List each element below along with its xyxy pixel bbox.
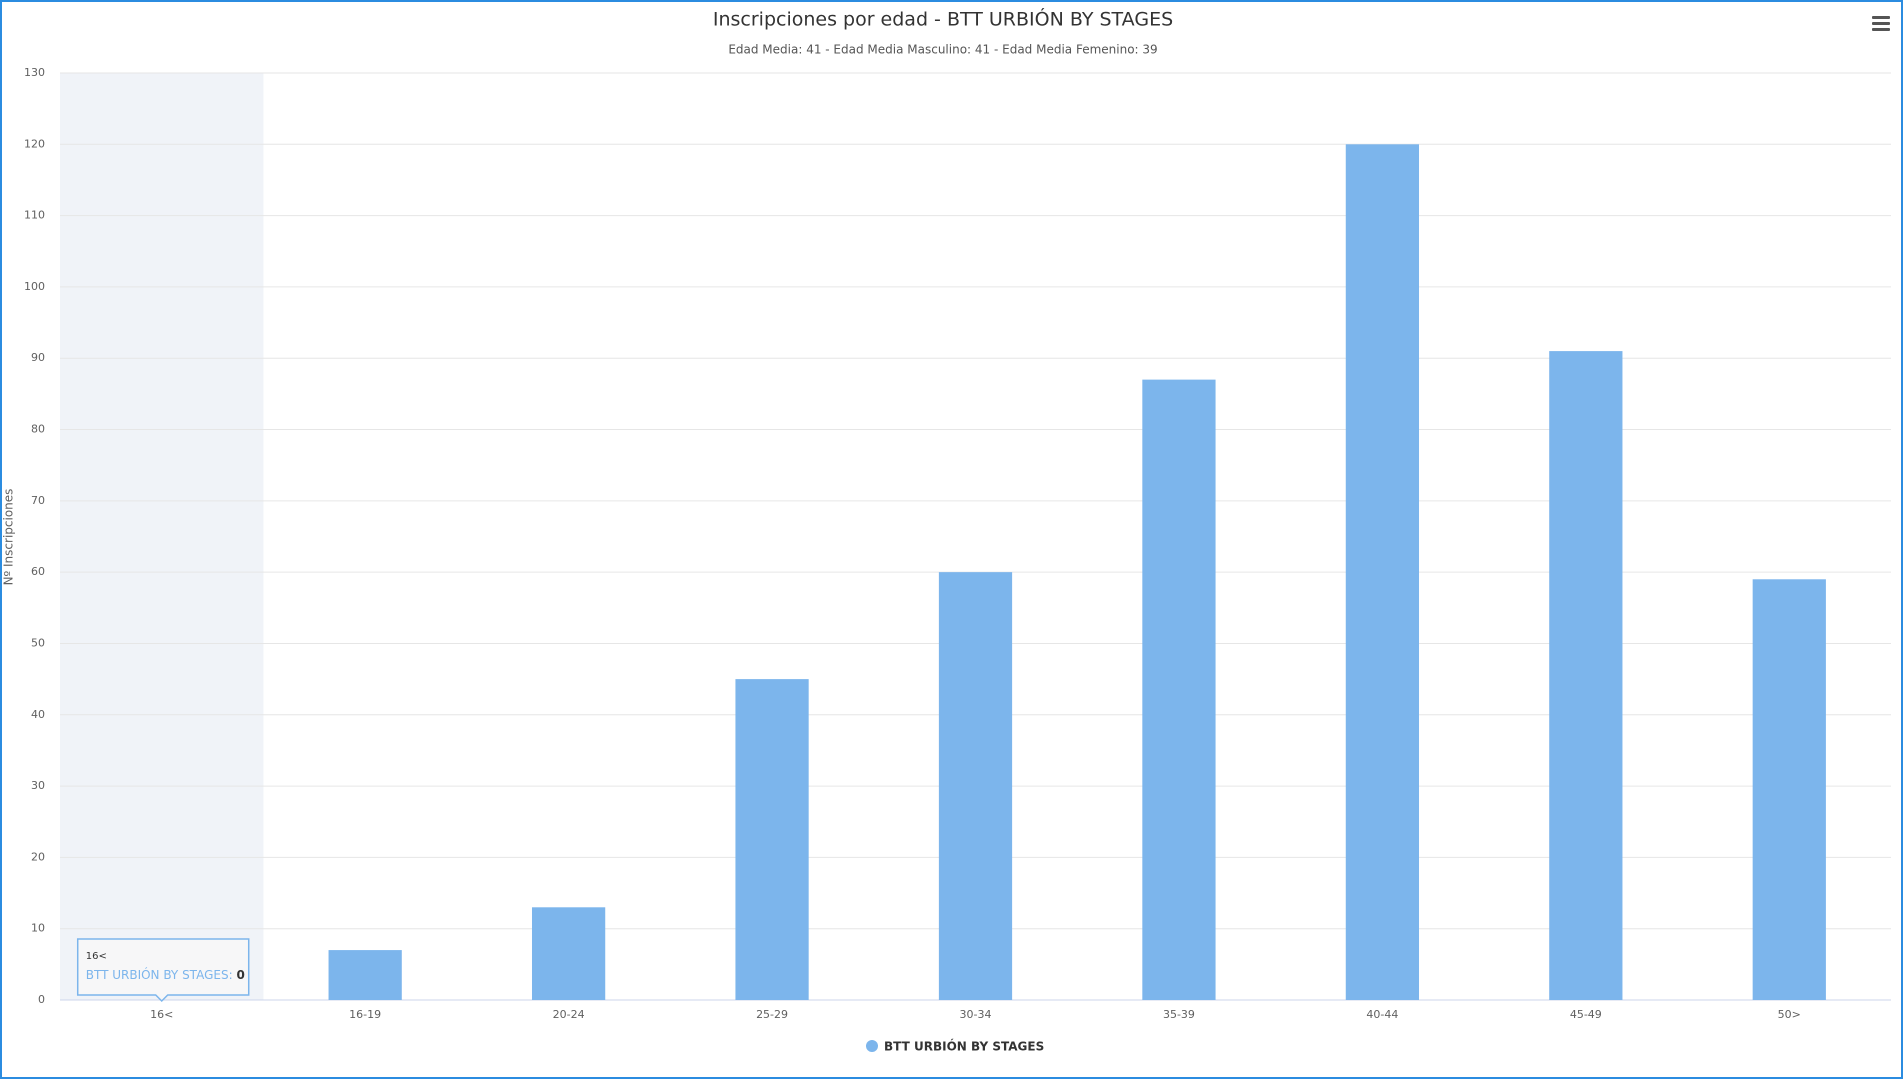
y-tick-label: 80 [31, 423, 45, 436]
y-tick-label: 90 [31, 351, 45, 364]
y-axis-label: Nº Inscripciones [2, 489, 16, 586]
chart-title: Inscripciones por edad - BTT URBIÓN BY S… [713, 7, 1173, 31]
x-tick-label: 25-29 [756, 1008, 788, 1021]
bar [735, 679, 809, 1000]
y-tick-label: 40 [31, 708, 45, 721]
tooltip: 16< BTT URBIÓN BY STAGES: 0 [76, 938, 250, 1003]
tooltip-separator: : [229, 968, 237, 982]
y-tick-label: 120 [24, 137, 45, 150]
y-tick-label: 20 [31, 850, 45, 863]
y-tick-label: 30 [31, 779, 45, 792]
y-tick-label: 110 [24, 209, 45, 222]
y-tick-label: 100 [24, 280, 45, 293]
tooltip-series: BTT URBIÓN BY STAGES: 0 [86, 967, 245, 982]
tooltip-value: 0 [236, 968, 244, 982]
y-tick-label: 10 [31, 922, 45, 935]
x-tick-label: 30-34 [960, 1008, 992, 1021]
tooltip-category: 16< [86, 951, 107, 962]
chart-subtitle: Edad Media: 41 - Edad Media Masculino: 4… [728, 43, 1157, 57]
legend-symbol [866, 1040, 878, 1052]
bar [938, 572, 1013, 1000]
x-tick-label: 50> [1778, 1008, 1801, 1021]
bar [1752, 579, 1826, 1000]
y-tick-label: 0 [38, 993, 45, 1006]
menu-button[interactable] [1872, 16, 1890, 31]
y-tick-label: 70 [31, 494, 45, 507]
x-tick-label: 40-44 [1366, 1008, 1398, 1021]
bar [1142, 379, 1216, 1001]
legend-label: BTT URBIÓN BY STAGES [884, 1039, 1044, 1054]
x-tick-label: 16-19 [349, 1008, 381, 1021]
y-tick-label: 130 [24, 66, 45, 79]
x-tick-label: 35-39 [1163, 1008, 1195, 1021]
hover-band [60, 73, 264, 1000]
tooltip-box [76, 938, 250, 1003]
y-tick-label: 60 [31, 565, 45, 578]
x-tick-label: 45-49 [1570, 1008, 1602, 1021]
x-tick-label: 20-24 [553, 1008, 585, 1021]
bar [1549, 351, 1623, 1001]
legend-item[interactable]: BTT URBIÓN BY STAGES [866, 1039, 1044, 1054]
bar [531, 907, 606, 1000]
bar [328, 950, 402, 1000]
tooltip-series-name: BTT URBIÓN BY STAGES [86, 967, 229, 982]
x-tick-label: 16< [150, 1008, 173, 1021]
y-tick-label: 50 [31, 636, 45, 649]
bar [1345, 144, 1420, 1001]
